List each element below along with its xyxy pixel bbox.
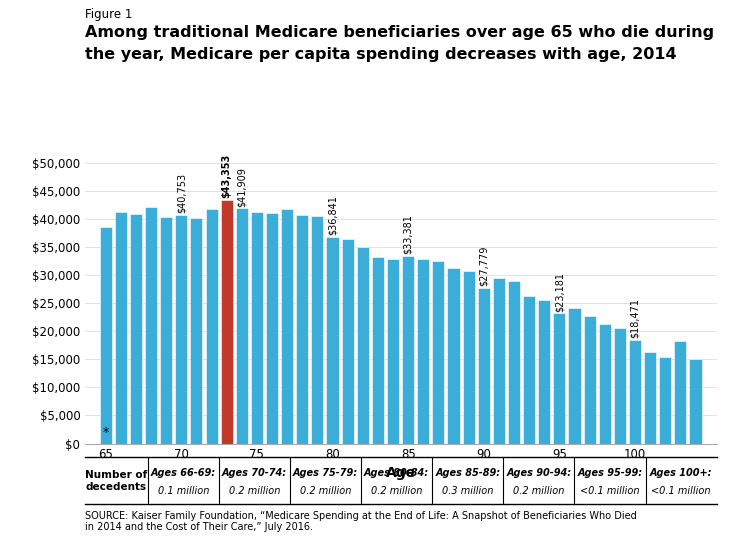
Bar (462, 271, 475, 444)
Bar (236, 208, 248, 444)
Bar (584, 316, 595, 444)
Text: Figure 1: Figure 1 (85, 8, 132, 21)
Bar (281, 209, 293, 444)
Text: $33,381: $33,381 (403, 214, 413, 255)
Bar (674, 341, 686, 444)
Text: Ages 70-74:: Ages 70-74: (222, 468, 287, 478)
Bar (326, 237, 339, 444)
Bar (356, 247, 369, 444)
Text: Among traditional Medicare beneficiaries over age 65 who die during: Among traditional Medicare beneficiaries… (85, 25, 714, 40)
Bar (523, 296, 535, 444)
Bar (478, 288, 490, 444)
Text: Ages 75-79:: Ages 75-79: (293, 468, 358, 478)
Text: *: * (103, 426, 109, 439)
Text: FOUNDATION: FOUNDATION (633, 540, 690, 549)
Bar (568, 307, 581, 444)
Text: 0.2 million: 0.2 million (229, 486, 280, 496)
Bar (614, 328, 626, 444)
Bar (659, 356, 671, 444)
Text: Ages 100+:: Ages 100+: (650, 468, 712, 478)
Bar (145, 207, 157, 444)
Bar (206, 209, 218, 444)
Text: Ages 95-99:: Ages 95-99: (578, 468, 642, 478)
Text: $41,909: $41,909 (237, 166, 247, 207)
Text: $40,753: $40,753 (176, 173, 186, 213)
Bar (387, 260, 399, 444)
Bar (553, 314, 565, 444)
Bar (599, 325, 611, 444)
Bar (644, 352, 656, 444)
Bar (689, 359, 701, 444)
Text: THE HENRY J.: THE HENRY J. (636, 515, 687, 521)
Text: Number of
decedents: Number of decedents (85, 469, 147, 492)
Bar (402, 256, 415, 444)
Bar (312, 216, 323, 444)
Bar (448, 268, 459, 444)
Bar (160, 217, 172, 444)
Text: 0.2 million: 0.2 million (513, 486, 564, 496)
Bar (190, 218, 202, 444)
Text: $27,779: $27,779 (478, 246, 489, 286)
Text: 0.2 million: 0.2 million (300, 486, 351, 496)
Text: 0.1 million: 0.1 million (157, 486, 209, 496)
Text: Ages 66-69:: Ages 66-69: (151, 468, 216, 478)
Bar (432, 261, 445, 444)
Text: 0.3 million: 0.3 million (442, 486, 493, 496)
Bar (251, 212, 263, 444)
Text: Ages 90-94:: Ages 90-94: (506, 468, 571, 478)
Text: 0.2 million: 0.2 million (371, 486, 423, 496)
Text: $36,841: $36,841 (328, 195, 337, 235)
Text: SOURCE: Kaiser Family Foundation, “Medicare Spending at the End of Life: A Snaps: SOURCE: Kaiser Family Foundation, “Medic… (85, 511, 637, 532)
Bar (417, 260, 429, 444)
Bar (175, 215, 187, 444)
Bar (493, 278, 505, 444)
Bar (342, 239, 354, 444)
Bar (629, 340, 641, 444)
Text: Ages 85-89:: Ages 85-89: (435, 468, 501, 478)
Text: $18,471: $18,471 (630, 298, 640, 338)
Bar (130, 214, 142, 444)
Bar (220, 200, 233, 444)
Text: <0.1 million: <0.1 million (651, 486, 711, 496)
Bar (296, 215, 308, 444)
Text: $43,353: $43,353 (222, 154, 232, 198)
Text: KAISER: KAISER (637, 520, 686, 533)
Text: FAMILY: FAMILY (639, 529, 684, 542)
Bar (266, 213, 278, 444)
Text: $23,181: $23,181 (554, 272, 564, 312)
Bar (115, 212, 127, 444)
Bar (100, 228, 112, 444)
Text: the year, Medicare per capita spending decreases with age, 2014: the year, Medicare per capita spending d… (85, 47, 676, 62)
Text: Ages 80-84:: Ages 80-84: (364, 468, 429, 478)
Text: <0.1 million: <0.1 million (580, 486, 639, 496)
X-axis label: Age: Age (386, 466, 415, 480)
Bar (538, 300, 551, 444)
Bar (372, 257, 384, 444)
Bar (508, 280, 520, 444)
